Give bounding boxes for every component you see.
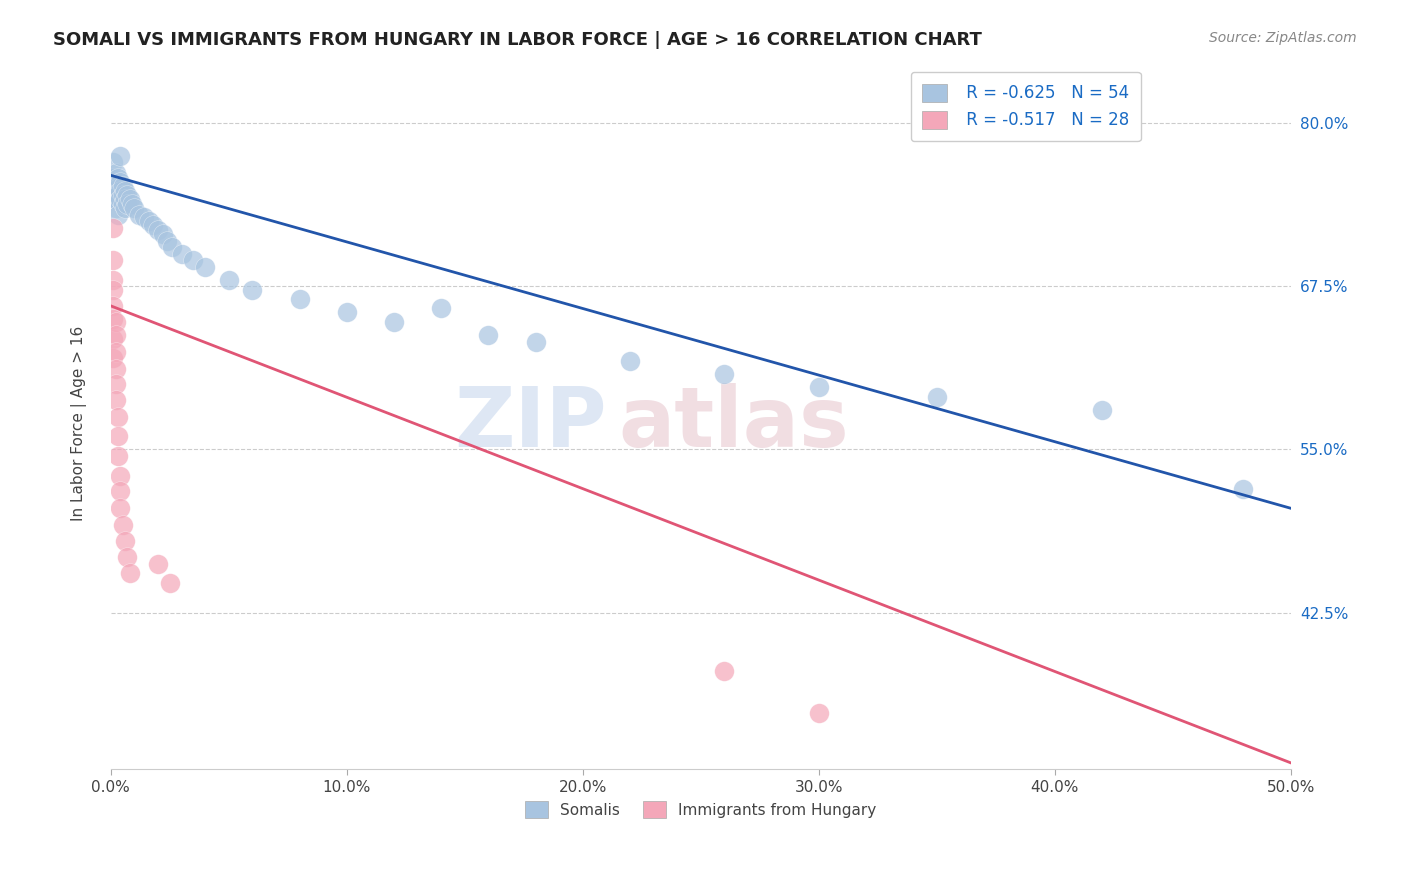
Point: [111, 178, 134, 193]
Point: [103, 299, 125, 313]
Point: [242, 283, 264, 297]
Point: [103, 155, 125, 169]
Point: [104, 201, 127, 215]
Point: [104, 181, 127, 195]
Point: [124, 201, 146, 215]
Point: [110, 184, 132, 198]
Point: [104, 314, 127, 328]
Point: [114, 184, 136, 198]
Point: [107, 207, 129, 221]
Point: [1091, 403, 1114, 417]
Point: [132, 210, 155, 224]
Point: [183, 253, 205, 268]
Point: [713, 367, 735, 381]
Point: [103, 220, 125, 235]
Point: [477, 327, 499, 342]
Point: [110, 192, 132, 206]
Point: [107, 194, 129, 209]
Text: SOMALI VS IMMIGRANTS FROM HUNGARY IN LABOR FORCE | AGE > 16 CORRELATION CHART: SOMALI VS IMMIGRANTS FROM HUNGARY IN LAB…: [53, 31, 983, 49]
Point: [103, 351, 125, 365]
Text: atlas: atlas: [619, 383, 849, 464]
Point: [103, 184, 125, 198]
Point: [807, 380, 830, 394]
Point: [807, 706, 830, 721]
Point: [146, 558, 169, 572]
Point: [107, 449, 129, 463]
Point: [104, 361, 127, 376]
Point: [111, 518, 134, 533]
Point: [103, 312, 125, 326]
Point: [170, 246, 193, 260]
Point: [430, 301, 453, 316]
Point: [111, 188, 134, 202]
Point: [103, 283, 125, 297]
Point: [103, 192, 125, 206]
Point: [110, 501, 132, 516]
Point: [713, 665, 735, 679]
Point: [107, 181, 129, 195]
Point: [104, 166, 127, 180]
Point: [218, 273, 240, 287]
Point: [103, 171, 125, 186]
Point: [117, 549, 139, 564]
Point: [103, 332, 125, 346]
Point: [138, 214, 160, 228]
Point: [117, 197, 139, 211]
Point: [114, 533, 136, 548]
Point: [1232, 482, 1254, 496]
Text: Source: ZipAtlas.com: Source: ZipAtlas.com: [1209, 31, 1357, 45]
Point: [128, 207, 150, 221]
Point: [152, 227, 174, 241]
Point: [382, 314, 405, 328]
Point: [110, 468, 132, 483]
Point: [288, 293, 311, 307]
Point: [104, 344, 127, 359]
Point: [619, 353, 641, 368]
Point: [194, 260, 217, 274]
Point: [107, 429, 129, 443]
Point: [103, 253, 125, 268]
Point: [160, 240, 183, 254]
Point: [156, 234, 179, 248]
Legend: Somalis, Immigrants from Hungary: Somalis, Immigrants from Hungary: [519, 795, 883, 824]
Point: [142, 218, 165, 232]
Y-axis label: In Labor Force | Age > 16: In Labor Force | Age > 16: [72, 326, 87, 521]
Point: [104, 188, 127, 202]
Point: [104, 377, 127, 392]
Point: [118, 566, 141, 581]
Point: [103, 273, 125, 287]
Point: [110, 175, 132, 189]
Point: [110, 149, 132, 163]
Point: [336, 305, 359, 319]
Point: [146, 223, 169, 237]
Point: [107, 171, 129, 186]
Point: [104, 194, 127, 209]
Point: [925, 390, 948, 404]
Text: ZIP: ZIP: [454, 383, 606, 464]
Point: [107, 409, 129, 424]
Point: [111, 197, 134, 211]
Point: [104, 327, 127, 342]
Point: [114, 201, 136, 215]
Point: [159, 575, 181, 590]
Point: [117, 188, 139, 202]
Point: [524, 335, 547, 350]
Point: [114, 192, 136, 206]
Point: [121, 197, 143, 211]
Point: [107, 188, 129, 202]
Point: [110, 484, 132, 499]
Point: [104, 392, 127, 407]
Point: [118, 192, 141, 206]
